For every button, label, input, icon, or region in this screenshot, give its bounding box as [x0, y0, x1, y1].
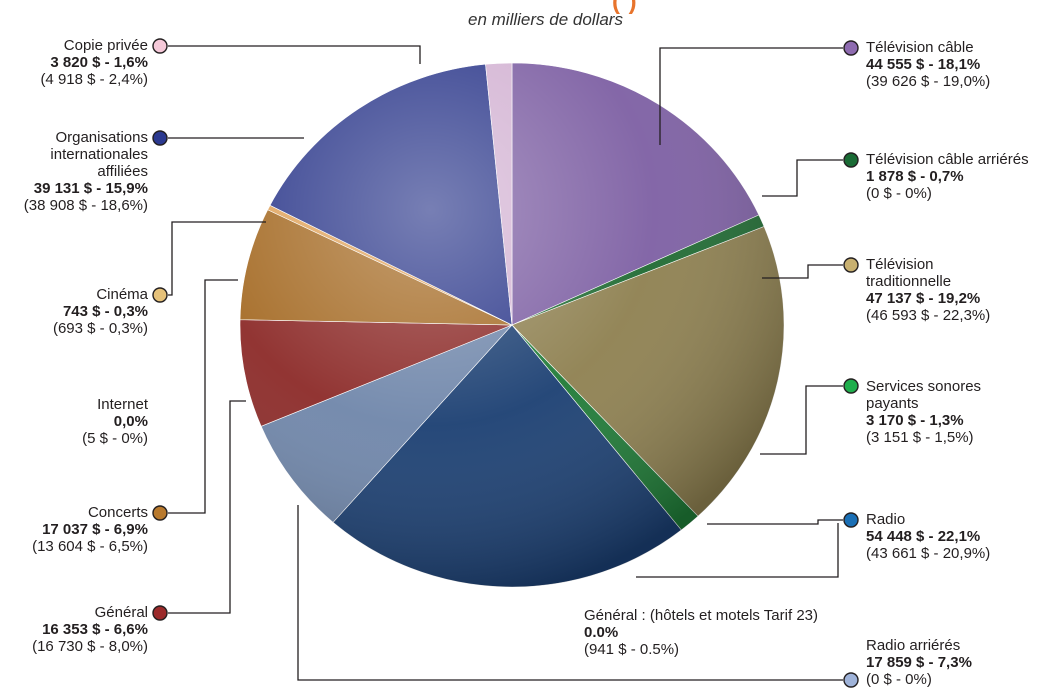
label-services-sonores: Services sonores payants 3 170 $ - 1,3% … [866, 378, 982, 446]
dot-tv-cable-arrieres [843, 152, 859, 168]
leader-tv-cable [659, 47, 843, 145]
dot-radio [843, 512, 859, 528]
pie-slices [239, 62, 785, 588]
dot-tv-traditionnelle [843, 257, 859, 273]
legend-dots [152, 38, 859, 688]
leader-concerts [168, 279, 238, 514]
label-general-hotels: Général : (hôtels et motels Tarif 23) 0.… [584, 607, 818, 658]
label-tv-cable-arrieres: Télévision câble arriérés 1 878 $ - 0,7%… [866, 151, 1029, 202]
dot-general [152, 605, 168, 621]
leader-services-sonores [760, 385, 843, 455]
dot-organisations [152, 130, 168, 146]
leader-cinema [168, 221, 266, 296]
title-fragment: ( ) [612, 0, 638, 15]
label-concerts: Concerts 17 037 $ - 6,9% (13 604 $ - 6,5… [32, 504, 148, 555]
label-internet: Internet 0,0% (5 $ - 0%) [82, 396, 148, 447]
leader-tv-cable-arrieres [762, 159, 843, 197]
dot-radio-arrieres [843, 672, 859, 688]
leader-radio-arrieres [297, 505, 843, 681]
dot-copie-privee [152, 38, 168, 54]
label-copie-privee: Copie privée 3 820 $ - 1,6% (4 918 $ - 2… [40, 37, 148, 88]
dot-services-sonores [843, 378, 859, 394]
leader-general [168, 400, 246, 614]
label-general: Général 16 353 $ - 6,6% (16 730 $ - 8,0%… [32, 604, 148, 655]
label-cinema: Cinéma 743 $ - 0,3% (693 $ - 0,3%) [52, 286, 148, 337]
label-radio-arrieres: Radio arriérés 17 859 $ - 7,3% (0 $ - 0%… [866, 637, 972, 688]
leader-copie-privee [168, 45, 421, 64]
dot-tv-cable [843, 40, 859, 56]
leader-general-hotels [636, 523, 839, 578]
dot-concerts [152, 505, 168, 521]
chart-subtitle: en milliers de dollars [468, 10, 623, 29]
label-tv-traditionnelle: Télévision traditionnelle 47 137 $ - 19,… [866, 256, 991, 324]
label-radio: Radio 54 448 $ - 22,1% (43 661 $ - 20,9%… [866, 511, 991, 562]
dot-cinema [152, 287, 168, 303]
label-organisations: Organisations internationales affiliées … [23, 129, 148, 214]
leader-tv-traditionnelle [762, 264, 843, 279]
leader-lines [168, 45, 843, 681]
label-tv-cable: Télévision câble 44 555 $ - 18,1% (39 62… [866, 39, 991, 90]
leader-radio [707, 519, 843, 525]
